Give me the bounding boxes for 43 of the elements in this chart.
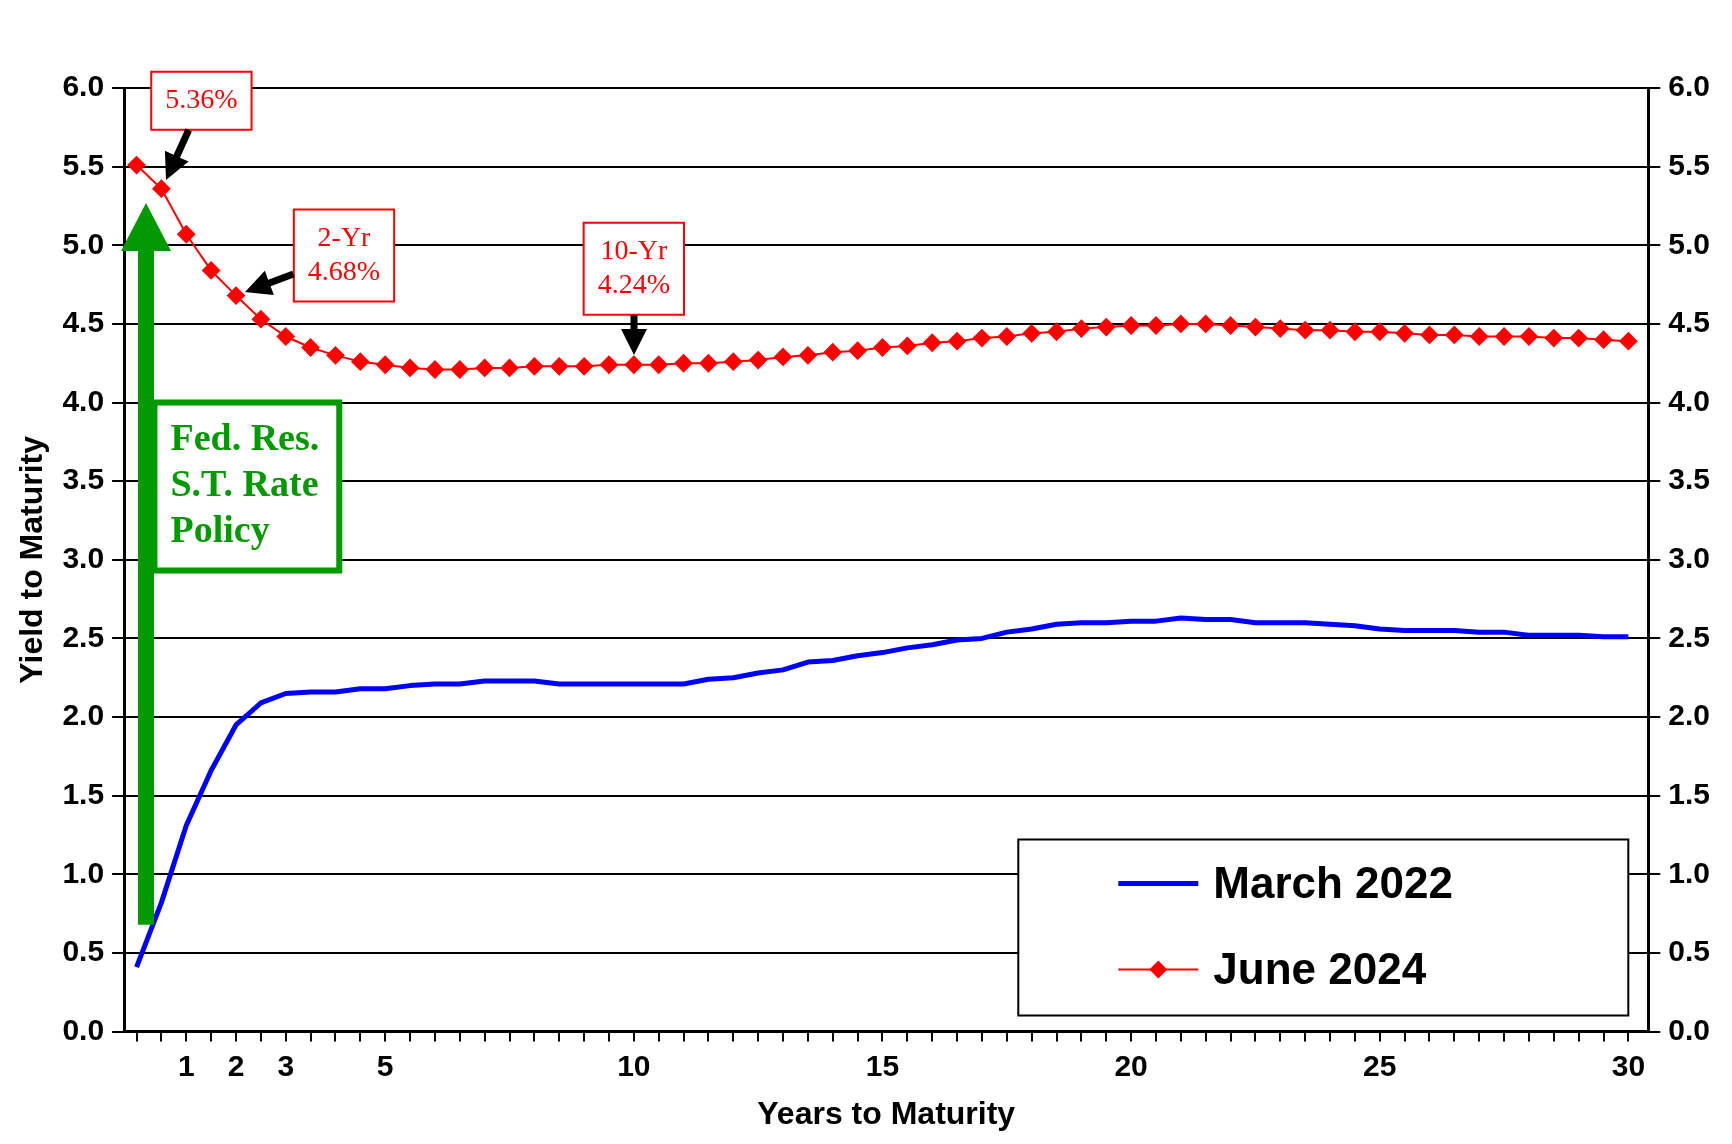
y-tick-label: 1.5 <box>62 776 105 810</box>
x-tick-label: 15 <box>865 1048 900 1082</box>
y2-tick-label: 5.5 <box>1668 147 1711 181</box>
x-tick-label: 25 <box>1363 1048 1397 1082</box>
y-tick-label: 6.0 <box>62 69 105 103</box>
legend-label: March 2022 <box>1213 857 1453 907</box>
annotation: Fed. Res. S.T. Rate Policy <box>170 416 320 551</box>
y-tick-label: 3.0 <box>62 541 105 575</box>
x-tick-label: 2 <box>227 1048 245 1082</box>
annotation: 10-Yr 4.24% <box>597 234 670 300</box>
y2-tick-label: 3.5 <box>1668 462 1711 496</box>
y2-tick-label: 6.0 <box>1668 69 1711 103</box>
y-tick-label: 1.0 <box>62 855 105 889</box>
y-axis-title: Yield to Maturity <box>13 435 50 684</box>
y2-tick-label: 5.0 <box>1668 226 1711 260</box>
x-tick-label: 30 <box>1611 1048 1646 1082</box>
y-tick-label: 4.0 <box>62 383 105 417</box>
y2-tick-label: 2.5 <box>1668 619 1711 653</box>
y2-tick-label: 1.0 <box>1668 855 1711 889</box>
annotation: 2-Yr 4.68% <box>307 220 381 286</box>
y2-tick-label: 0.5 <box>1668 934 1711 968</box>
y2-tick-label: 4.5 <box>1668 305 1711 339</box>
x-axis-title: Years to Maturity <box>757 1094 1016 1131</box>
x-tick-label: 5 <box>376 1048 394 1082</box>
y2-tick-label: 4.0 <box>1668 383 1711 417</box>
x-tick-label: 3 <box>277 1048 295 1082</box>
y2-tick-label: 2.0 <box>1668 698 1711 732</box>
annotation: 5.36% <box>165 83 238 115</box>
y-tick-label: 0.5 <box>62 934 105 968</box>
y-tick-label: 5.0 <box>62 226 105 260</box>
y-tick-label: 3.5 <box>62 462 105 496</box>
x-tick-label: 1 <box>177 1048 195 1082</box>
legend-label: June 2024 <box>1213 943 1427 993</box>
y-tick-label: 4.5 <box>62 305 105 339</box>
y2-tick-label: 3.0 <box>1668 541 1711 575</box>
y-tick-label: 0.0 <box>62 1012 105 1046</box>
y-tick-label: 2.5 <box>62 619 105 653</box>
x-tick-label: 20 <box>1114 1048 1148 1082</box>
y-tick-label: 5.5 <box>62 147 105 181</box>
y-tick-label: 2.0 <box>62 698 105 732</box>
x-tick-label: 10 <box>617 1048 651 1082</box>
y2-tick-label: 1.5 <box>1668 776 1711 810</box>
y2-tick-label: 0.0 <box>1668 1012 1711 1046</box>
